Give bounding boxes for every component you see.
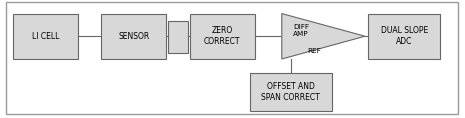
- Text: REF: REF: [307, 48, 321, 54]
- Bar: [250, 73, 332, 111]
- Text: ZERO
CORRECT: ZERO CORRECT: [204, 26, 240, 46]
- Text: OFFSET AND
SPAN CORRECT: OFFSET AND SPAN CORRECT: [261, 82, 320, 102]
- Text: SENSOR: SENSOR: [118, 32, 150, 41]
- Bar: [13, 14, 78, 59]
- Bar: [190, 14, 255, 59]
- Text: DIFF
AMP: DIFF AMP: [293, 24, 309, 37]
- Bar: [368, 14, 440, 59]
- Text: DUAL SLOPE
ADC: DUAL SLOPE ADC: [381, 26, 428, 46]
- Text: LI CELL: LI CELL: [32, 32, 59, 41]
- Polygon shape: [282, 14, 365, 59]
- Bar: [168, 21, 188, 53]
- Bar: [101, 14, 166, 59]
